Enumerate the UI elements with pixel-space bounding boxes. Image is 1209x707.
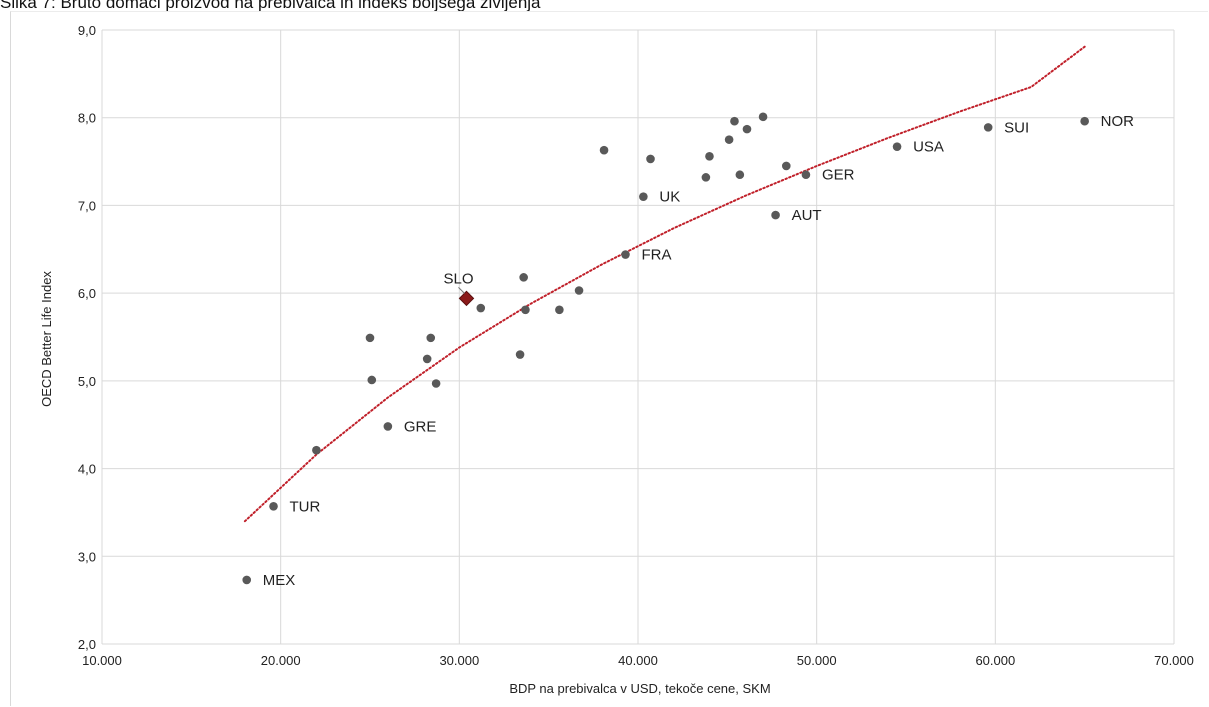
data-point-unlabeled — [705, 152, 714, 161]
data-point-unlabeled — [426, 333, 436, 343]
point-label-mex: MEX — [263, 572, 296, 589]
data-point-nor — [1080, 116, 1089, 126]
data-point-unlabeled — [735, 170, 745, 180]
x-tick-label: 10.000 — [82, 653, 122, 668]
y-tick-label: 6,0 — [78, 286, 96, 301]
data-point-unlabeled — [599, 145, 609, 155]
y-axis-title: OECD Better Life Index — [39, 271, 54, 407]
chart-frame — [10, 11, 1208, 706]
x-tick-label: 70.000 — [1154, 653, 1194, 668]
figure-caption: Slika 7: Bruto domači proizvod na prebiv… — [0, 0, 541, 12]
data-point-unlabeled — [515, 350, 525, 359]
x-tick-label: 20.000 — [261, 653, 301, 668]
data-point-unlabeled — [476, 303, 486, 313]
data-point-unlabeled — [367, 375, 377, 385]
data-point-unlabeled — [701, 173, 711, 182]
point-label-sui: SUI — [1004, 119, 1029, 136]
trend-line — [243, 45, 1086, 523]
data-point-sui — [983, 123, 993, 132]
data-point-unlabeled — [742, 124, 752, 134]
point-labels: MEX TUR GRE SLO FRA UK AUT GER USA SUI NOR — [263, 113, 1134, 589]
x-axis-title: BDP na prebivalca v USD, tekoče cene, SK… — [509, 681, 770, 696]
y-tick-label: 5,0 — [78, 374, 96, 389]
data-point-uk — [639, 192, 648, 201]
data-point-unlabeled — [574, 286, 584, 295]
x-tick-label: 30.000 — [439, 653, 479, 668]
axes: 2,0 3,0 4,0 5,0 6,0 7,0 8,0 9,0 10.000 20.000 30.0… — [78, 23, 1194, 668]
point-label-leader — [458, 287, 465, 294]
data-point-unlabeled — [724, 135, 734, 144]
y-tick-label: 2,0 — [78, 637, 96, 652]
point-label-nor: NOR — [1101, 113, 1135, 130]
data-point-unlabeled — [555, 305, 564, 315]
data-point-unlabeled — [781, 161, 791, 171]
data-point-unlabeled — [422, 354, 432, 364]
data-point-usa — [892, 142, 902, 151]
data-point-gre — [383, 422, 393, 431]
data-point-fra — [621, 250, 630, 259]
data-point-unlabeled — [431, 379, 441, 388]
data-points — [242, 112, 1089, 585]
y-tick-label: 3,0 — [78, 549, 96, 564]
data-point-unlabeled — [521, 305, 530, 315]
point-label-tur: TUR — [290, 498, 321, 515]
y-tick-label: 7,0 — [78, 198, 96, 213]
data-point-aut — [771, 210, 780, 220]
gridlines — [101, 29, 1175, 645]
point-label-uk: UK — [659, 189, 680, 206]
x-tick-label: 40.000 — [618, 653, 658, 668]
data-point-unlabeled — [365, 333, 375, 343]
y-tick-label: 8,0 — [78, 111, 96, 126]
x-tick-label: 60.000 — [975, 653, 1015, 668]
point-label-gre: GRE — [404, 418, 437, 435]
y-tick-label: 9,0 — [78, 23, 96, 38]
point-label-fra: FRA — [641, 247, 671, 264]
data-point-unlabeled — [758, 112, 768, 122]
data-point-tur — [269, 501, 278, 511]
point-label-aut: AUT — [792, 207, 822, 224]
data-point-mex — [242, 575, 252, 585]
data-point-slo — [458, 290, 475, 307]
trendline — [243, 45, 1086, 523]
data-point-unlabeled — [519, 273, 528, 282]
x-tick-label: 50.000 — [797, 653, 837, 668]
y-tick-label: 4,0 — [78, 462, 96, 477]
point-label-slo: SLO — [443, 270, 473, 287]
point-label-ger: GER — [822, 167, 855, 184]
data-point-unlabeled — [646, 154, 655, 164]
data-point-ger — [801, 170, 811, 180]
point-label-usa: USA — [913, 139, 944, 156]
data-point-unlabeled — [312, 445, 321, 455]
data-point-unlabeled — [730, 116, 739, 126]
